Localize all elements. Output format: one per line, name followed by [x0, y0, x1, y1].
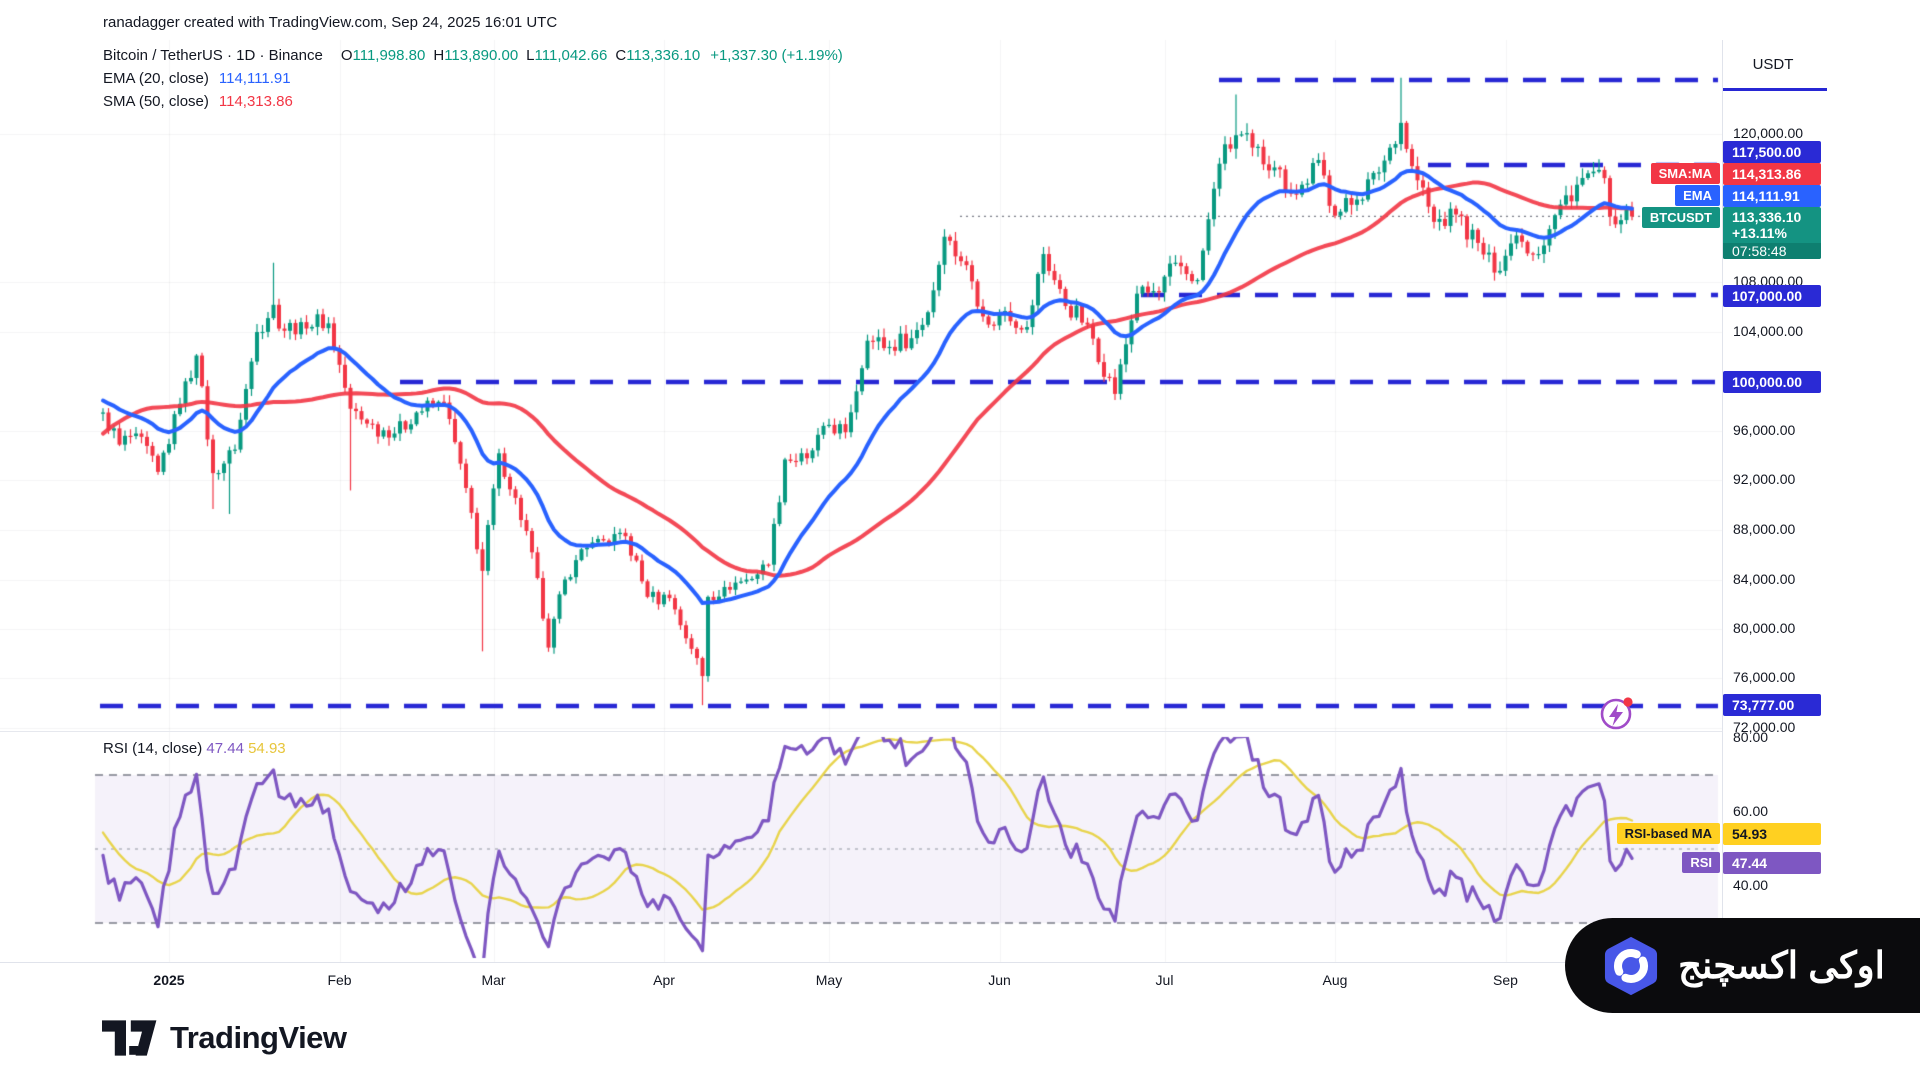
price-tick-label: 84,000.00: [1733, 571, 1796, 587]
exchange-banner[interactable]: اوکی اکسچنج: [1565, 918, 1920, 1013]
change-value: +1,337.30 (+1.19%): [710, 47, 843, 64]
exchange-banner-text: اوکی اکسچنج: [1678, 945, 1885, 986]
rsi-legend-label: RSI (14, close): [103, 740, 203, 757]
price-tick-label: 92,000.00: [1733, 471, 1796, 487]
rsi-legend-value: 47.44: [206, 740, 244, 757]
bar-countdown: 07:58:48: [1723, 243, 1821, 259]
last-price-change: +13.11%: [1732, 225, 1787, 241]
ohlc-letter: O: [340, 47, 353, 64]
rsi-axis-badge: 54.93: [1723, 823, 1821, 845]
pane-attached-label-btcusdt: BTCUSDT: [1641, 207, 1720, 228]
price-axis-badge: 117,500.00: [1723, 141, 1821, 163]
time-axis-label[interactable]: Jul: [1155, 972, 1174, 988]
symbol-title[interactable]: Bitcoin / TetherUS · 1D · Binance: [103, 47, 323, 64]
ohlc-value: 111,998.80: [352, 47, 426, 64]
sma-legend-label: SMA (50, close): [103, 93, 209, 110]
ema-legend-row[interactable]: EMA (20, close) 114,111.91: [103, 67, 843, 90]
price-axis-border: [1722, 40, 1723, 962]
time-axis-label[interactable]: Mar: [481, 972, 506, 988]
price-tick-label: 72,000.00: [1733, 719, 1796, 735]
pane-separator[interactable]: [0, 731, 1722, 732]
last-price-value: 113,336.10: [1732, 209, 1802, 225]
tradingview-logo-text: TradingView: [170, 1020, 347, 1055]
pane-attached-label-sma-ma: SMA:MA: [1650, 163, 1720, 184]
time-axis-label[interactable]: 2025: [153, 972, 185, 988]
exchange-logo-icon: [1605, 936, 1658, 995]
ohlc-values: O111,998.80 H113,890.00 L111,042.66 C113,33…: [333, 47, 700, 64]
time-axis-label[interactable]: Jun: [988, 972, 1011, 988]
symbol-legend-row: Bitcoin / TetherUS · 1D · Binance O111,99…: [103, 44, 843, 67]
pane-attached-label-rsi-based-ma: RSI-based MA: [1616, 823, 1720, 844]
sma-legend-value: 114,313.86: [218, 93, 293, 110]
ema-legend-value: 114,111.91: [218, 70, 291, 87]
rsi-tick-label: 40.00: [1733, 877, 1769, 893]
chart-legend: Bitcoin / TetherUS · 1D · Binance O111,99…: [103, 44, 843, 113]
rsi-axis-badge: 47.44: [1723, 852, 1821, 874]
sma-legend-row[interactable]: SMA (50, close) 114,313.86: [103, 90, 843, 113]
price-tick-label: 96,000.00: [1733, 422, 1796, 438]
time-axis-border: [0, 962, 1920, 963]
price-axis-currency[interactable]: USDT: [1752, 56, 1794, 73]
price-tick-label: 88,000.00: [1733, 521, 1796, 537]
ohlc-letter: C: [615, 47, 627, 64]
price-tick-label: 80,000.00: [1733, 620, 1796, 636]
tradingview-footer-logo[interactable]: TradingView: [102, 1020, 347, 1056]
price-axis-badge: 107,000.00: [1723, 285, 1821, 307]
ohlc-letter: H: [433, 47, 445, 64]
price-tick-label: 120,000.00: [1733, 125, 1804, 141]
rsi-tick-label: 80.00: [1733, 729, 1769, 745]
rsi-tick-label: 60.00: [1733, 803, 1769, 819]
price-axis-badge: 73,777.00: [1723, 694, 1821, 716]
ema-legend-label: EMA (20, close): [103, 70, 209, 87]
flash-alert-icon[interactable]: [1596, 690, 1640, 734]
price-tick-label: 104,000.00: [1733, 323, 1804, 339]
last-price-badge: 113,336.10 +13.11% 07:58:48: [1723, 207, 1821, 259]
price-axis-badge: 100,000.00: [1723, 371, 1821, 393]
watermark-attribution: ranadagger created with TradingView.com,…: [103, 14, 558, 31]
ohlc-value: 111,042.66: [534, 47, 608, 64]
rsi-legend[interactable]: RSI (14, close) 47.44 54.93: [103, 740, 286, 757]
price-axis-badge: 114,313.86: [1723, 163, 1821, 185]
tradingview-logo-icon: [102, 1020, 157, 1056]
time-axis-label[interactable]: May: [815, 972, 843, 988]
time-axis-label[interactable]: Sep: [1493, 972, 1518, 988]
rsi-ma-legend-value: 54.93: [248, 740, 286, 757]
price-axis-currency-underline: [1723, 88, 1827, 91]
price-tick-label: 76,000.00: [1733, 669, 1796, 685]
ohlc-value: 113,336.10: [626, 47, 701, 64]
time-axis-label[interactable]: Aug: [1322, 972, 1348, 988]
ohlc-letter: L: [526, 47, 535, 64]
ohlc-value: 113,890.00: [444, 47, 519, 64]
price-axis-badge: 114,111.91: [1723, 185, 1821, 207]
time-axis-label[interactable]: Feb: [327, 972, 352, 988]
pane-attached-label-rsi: RSI: [1682, 852, 1720, 873]
pane-attached-label-ema: EMA: [1675, 185, 1720, 206]
time-axis-label[interactable]: Apr: [653, 972, 675, 988]
